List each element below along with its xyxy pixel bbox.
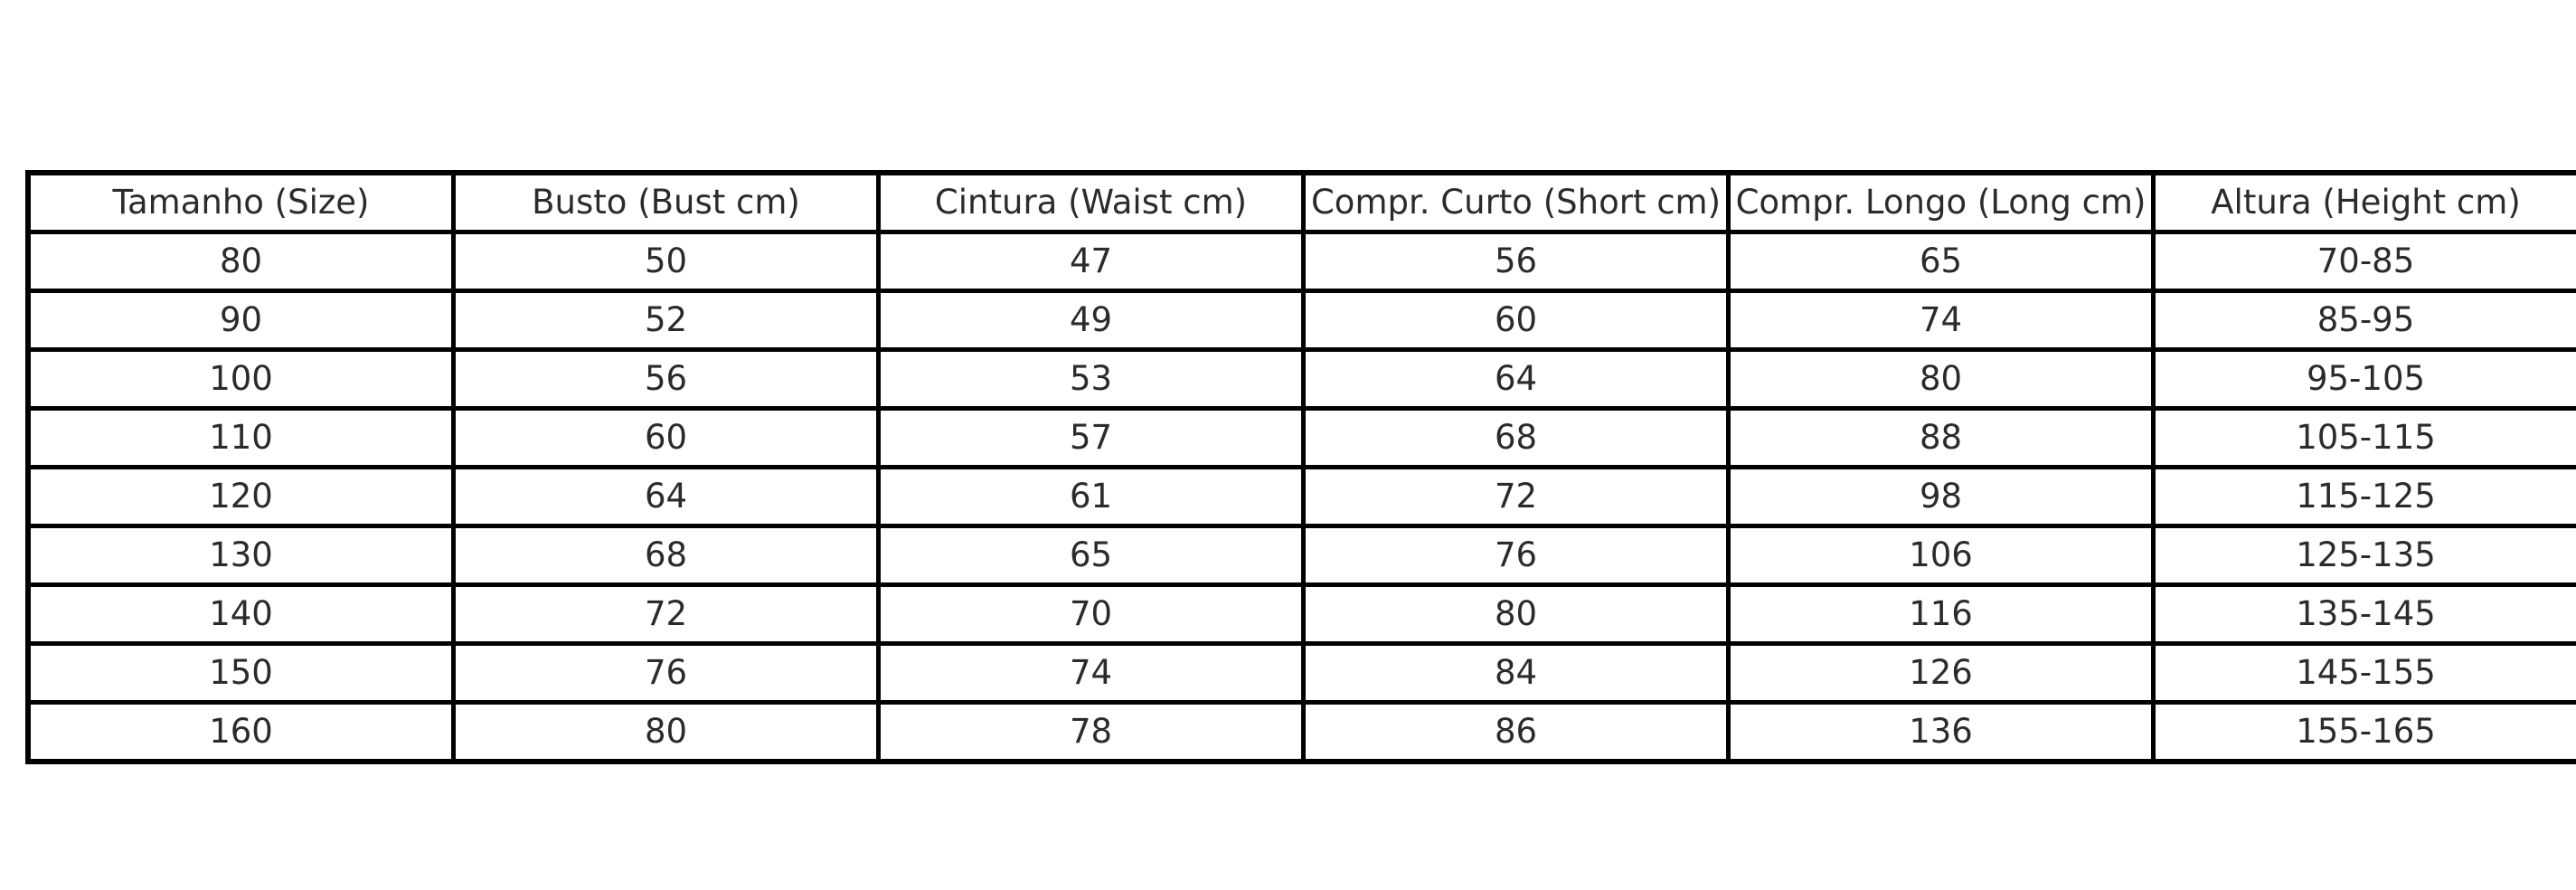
table-cell: 53: [876, 347, 1306, 411]
column-header: Altura (Height cm): [2151, 170, 2576, 234]
table-cell: 68: [1301, 406, 1731, 469]
table-cell: 155-165: [2151, 700, 2576, 764]
table-cell: 78: [876, 700, 1306, 764]
column-header: Busto (Bust cm): [451, 170, 881, 234]
table-cell: 74: [1726, 289, 2156, 352]
table-cell: 61: [876, 465, 1306, 528]
column-header: Compr. Curto (Short cm): [1301, 170, 1731, 234]
column-header: Compr. Longo (Long cm): [1726, 170, 2156, 234]
table-cell: 110: [25, 406, 456, 469]
table-row: 100 56 53 64 80 95-105: [25, 347, 2576, 411]
table-cell: 70: [876, 582, 1306, 646]
table-cell: 120: [25, 465, 456, 528]
table-cell: 145-155: [2151, 641, 2576, 705]
table-cell: 57: [876, 406, 1306, 469]
table-cell: 84: [1301, 641, 1731, 705]
table-cell: 106: [1726, 524, 2156, 587]
table-cell: 80: [1301, 582, 1731, 646]
table-cell: 74: [876, 641, 1306, 705]
table-cell: 47: [876, 230, 1306, 293]
table-cell: 136: [1726, 700, 2156, 764]
table-row: 160 80 78 86 136 155-165: [25, 700, 2576, 764]
table-cell: 150: [25, 641, 456, 705]
table-cell: 86: [1301, 700, 1731, 764]
size-chart-table: Tamanho (Size) Busto (Bust cm) Cintura (Wa…: [25, 170, 2576, 764]
table-cell: 49: [876, 289, 1306, 352]
table-cell: 95-105: [2151, 347, 2576, 411]
table-cell: 80: [451, 700, 881, 764]
table-cell: 65: [1726, 230, 2156, 293]
table-cell: 115-125: [2151, 465, 2576, 528]
table-cell: 72: [1301, 465, 1731, 528]
table-cell: 105-115: [2151, 406, 2576, 469]
table-cell: 90: [25, 289, 456, 352]
table-cell: 116: [1726, 582, 2156, 646]
table-cell: 70-85: [2151, 230, 2576, 293]
table-cell: 100: [25, 347, 456, 411]
table-cell: 160: [25, 700, 456, 764]
table-cell: 76: [1301, 524, 1731, 587]
table-cell: 135-145: [2151, 582, 2576, 646]
table-cell: 72: [451, 582, 881, 646]
table-cell: 52: [451, 289, 881, 352]
table-row: 90 52 49 60 74 85-95: [25, 289, 2576, 352]
table-cell: 56: [1301, 230, 1731, 293]
table-row: 140 72 70 80 116 135-145: [25, 582, 2576, 646]
table-cell: 64: [451, 465, 881, 528]
table-cell: 65: [876, 524, 1306, 587]
table-cell: 64: [1301, 347, 1731, 411]
table-row: 120 64 61 72 98 115-125: [25, 465, 2576, 528]
table-cell: 60: [451, 406, 881, 469]
size-table-head: Tamanho (Size) Busto (Bust cm) Cintura (Wa…: [25, 170, 2576, 234]
header-row: Tamanho (Size) Busto (Bust cm) Cintura (Wa…: [25, 170, 2576, 234]
table-row: 110 60 57 68 88 105-115: [25, 406, 2576, 469]
table-cell: 80: [25, 230, 456, 293]
table-cell: 80: [1726, 347, 2156, 411]
table-row: 150 76 74 84 126 145-155: [25, 641, 2576, 705]
table-cell: 125-135: [2151, 524, 2576, 587]
table-row: 130 68 65 76 106 125-135: [25, 524, 2576, 587]
table-cell: 88: [1726, 406, 2156, 469]
column-header: Tamanho (Size): [25, 170, 456, 234]
column-header: Cintura (Waist cm): [876, 170, 1306, 234]
table-cell: 76: [451, 641, 881, 705]
table-cell: 126: [1726, 641, 2156, 705]
table-cell: 140: [25, 582, 456, 646]
table-cell: 85-95: [2151, 289, 2576, 352]
size-table-body: 80 50 47 56 65 70-85 90 52 49 60 74 85-95 100 56 53 64 8…: [25, 230, 2576, 764]
table-cell: 56: [451, 347, 881, 411]
table-cell: 130: [25, 524, 456, 587]
table-cell: 50: [451, 230, 881, 293]
table-cell: 60: [1301, 289, 1731, 352]
table-cell: 98: [1726, 465, 2156, 528]
table-row: 80 50 47 56 65 70-85: [25, 230, 2576, 293]
table-cell: 68: [451, 524, 881, 587]
